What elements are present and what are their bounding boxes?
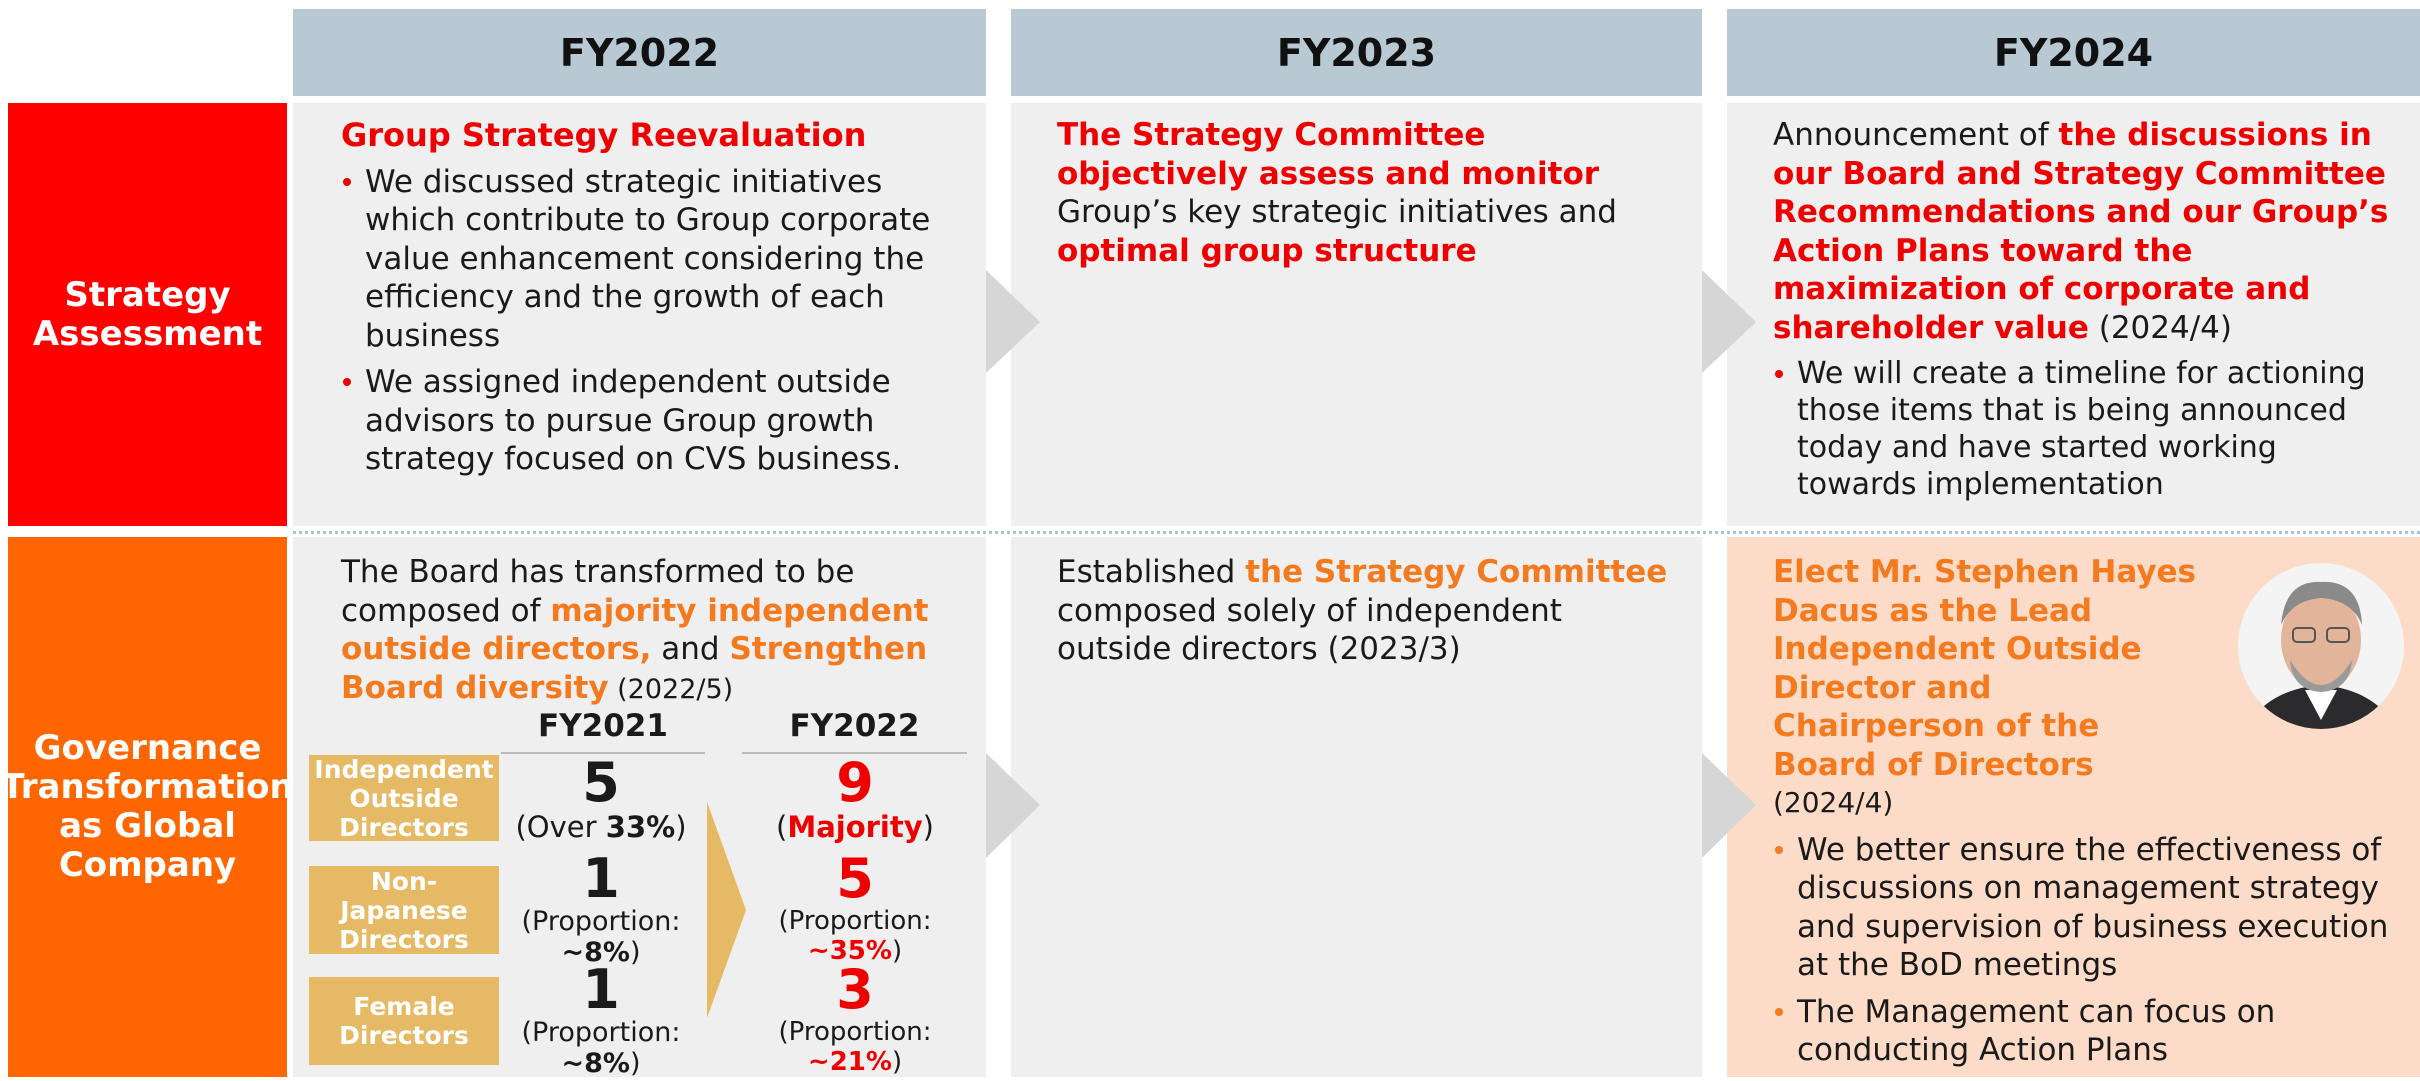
table-cell: 5 (Proportion: ~35%)	[750, 847, 960, 967]
note: )	[675, 810, 687, 844]
row-label: Governance Transformation as Global Comp…	[1, 537, 294, 1077]
note: (Proportion:	[521, 1017, 681, 1048]
note-figure: 33%	[605, 810, 676, 844]
row-label: Strategy Assessment	[8, 103, 287, 526]
count: 9	[836, 751, 874, 814]
text: composed solely of independent outside d…	[1057, 592, 1562, 668]
note: (Proportion:	[778, 1017, 932, 1047]
arrow	[707, 802, 746, 1018]
note: (	[776, 810, 788, 844]
cell-title: Group Strategy Reevaluation	[341, 116, 867, 154]
highlight: the Strategy Committee	[1245, 554, 1668, 590]
divider	[293, 531, 2420, 534]
cell-content: Elect Mr. Stephen Hayes Dacus as the Lea…	[1773, 553, 2403, 1078]
count: 5	[582, 751, 620, 814]
note-figure: ~8%	[561, 1048, 630, 1079]
table-header: FY2021	[538, 708, 668, 744]
bullet-list: We will create a timeline for actioning …	[1773, 355, 2393, 503]
note: )	[922, 810, 934, 844]
note: (Over	[515, 810, 606, 844]
note: )	[891, 1047, 903, 1077]
highlight: The Strategy Committee objectively asses…	[1057, 117, 1600, 192]
text: (2024/4)	[2088, 309, 2232, 346]
bullet: We better ensure the effectiveness of di…	[1773, 831, 2403, 985]
table-cell: 3 (Proportion: ~21%)	[750, 958, 960, 1078]
cell	[1011, 537, 1702, 1077]
column-header: FY2023	[1011, 9, 1702, 96]
cell	[1011, 103, 1702, 526]
arrow	[1702, 270, 1756, 373]
table-header: FY2022	[789, 708, 920, 744]
text: and	[651, 631, 730, 667]
column-header: FY2024	[1727, 9, 2420, 96]
column-header: FY2022	[293, 9, 986, 96]
bullet-text: We will create a timeline for actioning …	[1797, 356, 2366, 502]
note-figure: ~8%	[561, 937, 630, 968]
highlight: Strengthen Board diversity	[341, 631, 928, 706]
date: (2024/4)	[1773, 786, 1894, 819]
highlight: the discussions in our Board and Strateg…	[1773, 117, 2389, 346]
arrow	[1702, 753, 1756, 858]
bullet: The Management can focus on conducting A…	[1773, 993, 2403, 1070]
highlight: majority independent outside directors,	[341, 592, 929, 668]
note: (Proportion:	[521, 906, 681, 937]
text: Group’s key strategic initiatives and	[1057, 194, 1617, 230]
cell-content: Established the Strategy Committee compo…	[1057, 553, 1677, 669]
note: )	[629, 1048, 641, 1079]
note-figure: ~21%	[807, 1047, 892, 1077]
bullet-text: We discussed strategic initiatives which…	[365, 163, 931, 354]
count: 1	[582, 847, 620, 910]
table-row-label: Independent Outside Directors	[309, 755, 499, 842]
cell-content: Announcement of the discussions in our B…	[1773, 116, 2393, 511]
cell-content: The Board has transformed to be composed…	[341, 553, 961, 709]
bullet-text: We assigned independent outside advisors…	[365, 364, 902, 477]
cell	[1727, 103, 2420, 526]
count: 3	[836, 958, 874, 1021]
note: )	[629, 937, 641, 968]
table-cell: 1 (Proportion: ~8%)	[496, 958, 706, 1080]
bullet-list: We better ensure the effectiveness of di…	[1773, 831, 2403, 1070]
table-row-label: Female Directors	[309, 977, 499, 1065]
table-cell: 5 (Over 33%)	[496, 756, 706, 843]
text: The Board has transformed to be composed…	[341, 554, 855, 629]
table-row-label: Non-Japanese Directors	[309, 866, 499, 954]
bullet-text: The Management can focus on conducting A…	[1797, 993, 2276, 1069]
cell	[293, 103, 986, 526]
bullet: We will create a timeline for actioning …	[1773, 355, 2393, 503]
cell-title: Elect Mr. Stephen Hayes Dacus as the Lea…	[1773, 554, 2197, 783]
table-cell: 1 (Proportion: ~8%)	[496, 847, 706, 969]
note-figure: Majority	[787, 810, 923, 844]
arrow	[986, 270, 1040, 373]
note: (Proportion:	[778, 906, 932, 936]
bullet-list: We discussed strategic initiatives which…	[341, 163, 941, 479]
cell-content: Group Strategy Reevaluation We discussed…	[341, 116, 941, 487]
bullet: We assigned independent outside advisors…	[341, 363, 941, 479]
bullet: We discussed strategic initiatives which…	[341, 163, 941, 356]
note: )	[891, 936, 903, 966]
count: 1	[582, 958, 620, 1021]
arrow	[986, 753, 1040, 858]
table-cell: 9 (Majority)	[750, 756, 960, 843]
text: Established	[1057, 554, 1246, 590]
bullet-text: We better ensure the effectiveness of di…	[1797, 831, 2389, 984]
count: 5	[836, 847, 874, 910]
highlight: optimal group structure	[1057, 232, 1477, 269]
text: (2022/5)	[608, 673, 734, 705]
text: Announcement of	[1773, 117, 2059, 153]
cell-content: The Strategy Committee objectively asses…	[1057, 116, 1677, 270]
note-figure: ~35%	[807, 936, 892, 966]
